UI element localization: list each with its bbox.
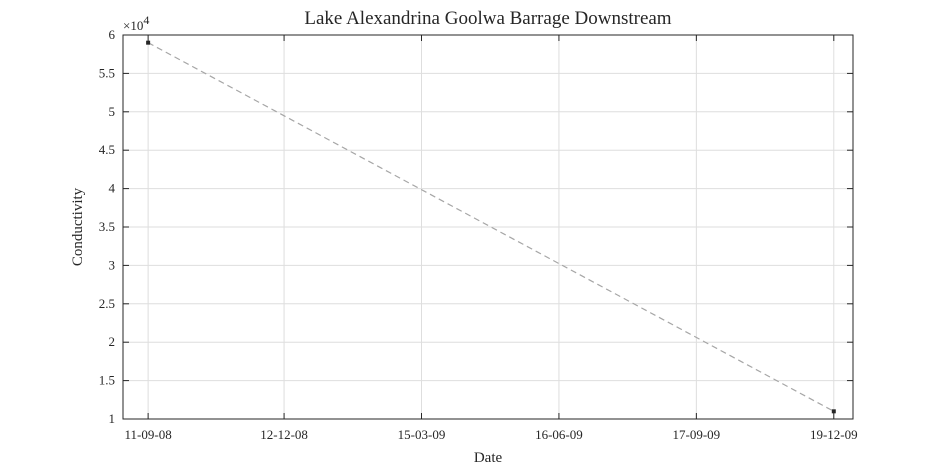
x-tick-label: 17-09-09 [673,427,721,442]
y-tick-label: 6 [109,27,116,42]
y-tick-label: 1 [109,411,116,426]
y-tick-label: 2 [109,334,116,349]
y-axis-multiplier: ×104 [123,13,149,33]
y-axis-label: Conductivity [70,187,86,266]
y-tick-label: 3.5 [99,219,115,234]
x-tick-label: 11-09-08 [125,427,172,442]
y-tick-label: 4 [109,181,116,196]
x-tick-label: 15-03-09 [398,427,446,442]
y-axis-multiplier-base: ×10 [123,18,143,33]
y-tick-label: 5 [109,104,116,119]
chart-title: Lake Alexandrina Goolwa Barrage Downstre… [304,8,671,29]
x-tick-label: 19-12-09 [810,427,858,442]
x-axis-label: Date [474,450,503,466]
y-tick-label: 2.5 [99,296,115,311]
series [146,40,836,414]
x-tick-label: 12-12-08 [260,427,308,442]
x-tick-label: 16-06-09 [535,427,583,442]
y-tick-label: 3 [109,257,116,272]
data-point [831,409,836,414]
data-point [146,40,151,45]
y-tick-label: 5.5 [99,65,115,80]
ticks: 11-09-08 12-12-08 15-03-09 16-06-09 17-09-09… [99,27,858,442]
y-tick-label: 4.5 [99,142,115,157]
y-tick-label: 1.5 [99,373,115,388]
y-axis-multiplier-exponent: 4 [143,13,149,27]
